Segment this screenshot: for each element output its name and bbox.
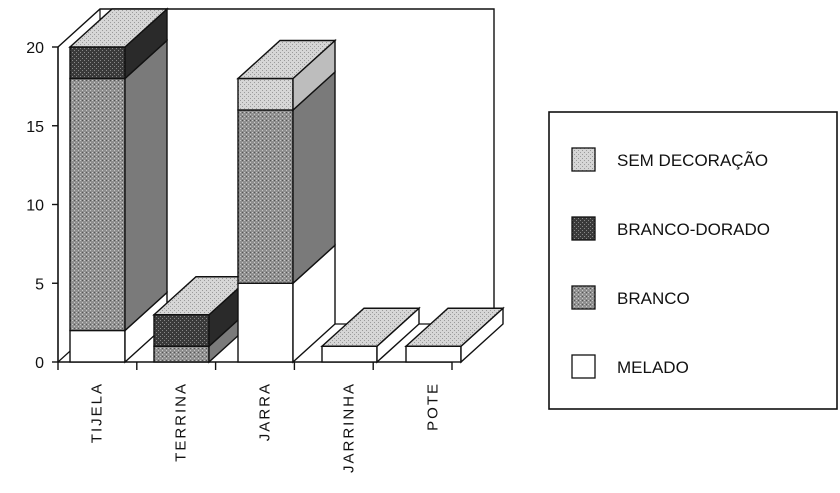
y-tick-label: 15 xyxy=(26,119,44,136)
back-wall-edge xyxy=(57,8,495,324)
bar-top-jarrinha xyxy=(320,307,421,347)
bar-segment-tijela-branco-dorado xyxy=(69,46,126,80)
bar-terrina xyxy=(152,275,253,364)
y-tick-label: 0 xyxy=(35,355,44,372)
bar-top-jarra xyxy=(236,39,337,80)
y-tick-label: 10 xyxy=(26,198,44,215)
bar-segment-jarra-branco xyxy=(237,109,294,284)
legend-label-branco-dorado: BRANCO-DORADO xyxy=(617,220,770,239)
bar-tijela xyxy=(68,7,169,364)
bar-segment-terrina-branco-dorado xyxy=(153,314,210,347)
bar-segment-jarra-sem-decoracao xyxy=(237,77,294,111)
y-tick-label: 5 xyxy=(35,276,44,293)
bar-jarra xyxy=(236,38,337,364)
legend-swatch-branco xyxy=(571,285,596,310)
bar-segment-jarrinha-melado xyxy=(321,345,378,363)
legend-swatch-branco-dorado xyxy=(571,216,596,241)
bars xyxy=(68,7,505,364)
x-category-label: JARRA xyxy=(257,382,274,441)
legend-label-branco: BRANCO xyxy=(617,289,690,308)
x-category-label: JARRINHA xyxy=(341,382,358,473)
bar-top-tijela xyxy=(68,8,169,48)
legend-label-melado: MELADO xyxy=(617,358,689,377)
axes: 0 5 10 15 20 TIJELA TERRINA JARRA JARRINHA POTE xyxy=(26,40,453,473)
x-category-label: TIJELA xyxy=(89,382,106,443)
bar-jarrinha xyxy=(320,306,421,364)
bar-segment-tijela-melado xyxy=(69,329,126,363)
legend-label-sem-decoracao: SEM DECORAÇÃO xyxy=(617,151,768,170)
x-category-label: TERRINA xyxy=(173,382,190,462)
bar-segment-terrina-branco xyxy=(153,345,210,363)
legend: SEM DECORAÇÃO BRANCO-DORADO BRANCO MELADO xyxy=(548,111,838,410)
bar-top-pote xyxy=(404,307,505,347)
bar-segment-pote-melado xyxy=(405,345,462,363)
x-category-label: POTE xyxy=(425,382,442,431)
legend-box xyxy=(548,111,838,410)
legend-swatch-sem-decoracao xyxy=(571,147,596,172)
bar-side-tijela-branco xyxy=(124,38,168,333)
bar-segment-tijela-branco xyxy=(69,77,126,332)
bar-segment-jarra-melado xyxy=(237,282,294,363)
bar-pote xyxy=(404,306,505,364)
legend-swatch-melado xyxy=(571,354,596,379)
y-tick-label: 20 xyxy=(26,40,44,57)
